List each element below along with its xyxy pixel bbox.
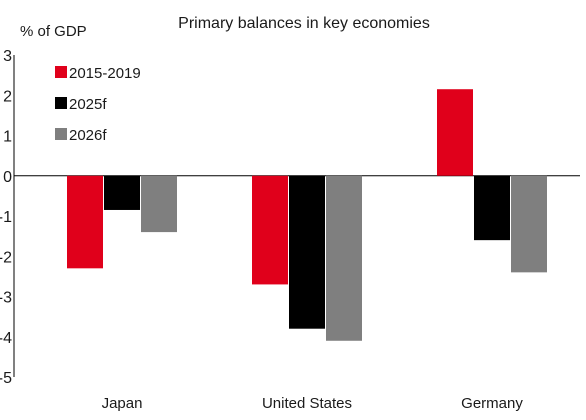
y-tick-label: -2 [0,249,12,266]
y-tick-label: -1 [0,209,12,226]
y-tick-label: -5 [0,370,12,387]
x-category-label: Germany [461,395,523,412]
chart-title: Primary balances in key economies [178,15,430,32]
bar-2026f-germany [511,175,547,273]
legend: 2015-2019 2025f 2026f [55,65,141,144]
y-tick-label: -3 [0,290,12,307]
legend-swatch [55,97,67,109]
y-axis-ticks: 3 2 1 0 -1 -2 -3 -4 -5 [0,48,12,387]
x-category-label: United States [262,395,352,412]
x-category-label: Japan [102,395,143,412]
legend-label: 2026f [69,127,107,144]
category-labels: Japan United States Germany [102,395,524,412]
bar-2025f-germany [474,175,510,241]
bar-2015-2019-germany [437,89,473,176]
bar-2025f-united-states [289,175,325,329]
bar-2026f-japan [141,175,177,233]
y-tick-label: 1 [3,129,12,146]
y-tick-label: 2 [3,88,12,105]
legend-label: 2025f [69,96,107,113]
bar-2026f-united-states [326,175,362,341]
y-tick-label: -4 [0,330,12,347]
bars-group [67,89,547,341]
legend-swatch [55,128,67,140]
bar-2015-2019-japan [67,175,103,269]
legend-label: 2015-2019 [69,65,141,82]
y-axis-label: % of GDP [20,23,87,40]
y-tick-label: 0 [3,169,12,186]
legend-swatch [55,66,67,78]
bar-2025f-japan [104,175,140,210]
bar-2015-2019-united-states [252,175,288,285]
y-tick-label: 3 [3,48,12,65]
